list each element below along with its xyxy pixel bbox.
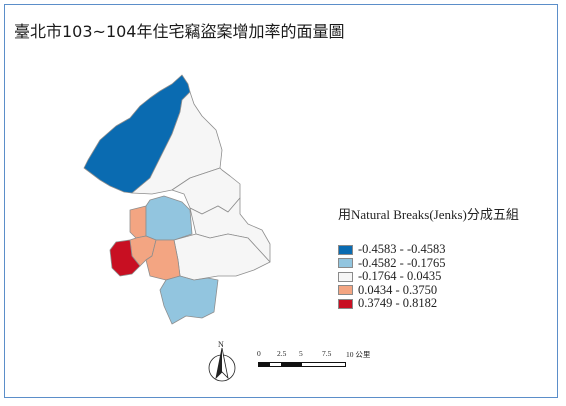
scale-bar bbox=[258, 362, 346, 367]
scale-tick-label: 2.5 bbox=[277, 349, 287, 358]
legend: -0.4583 - -0.4583 -0.4582 - -0.1765 -0.176… bbox=[338, 242, 446, 311]
scale-tick-label: 7.5 bbox=[322, 349, 332, 358]
legend-label: -0.4583 - -0.4583 bbox=[358, 242, 446, 257]
legend-swatch bbox=[338, 271, 353, 282]
map-region-west-district-upper bbox=[129, 205, 147, 239]
legend-item: 0.3749 - 0.8182 bbox=[338, 296, 446, 311]
legend-item: 0.0434 - 0.3750 bbox=[338, 282, 446, 298]
legend-label: -0.4582 - -0.1765 bbox=[358, 255, 446, 270]
legend-title: 用Natural Breaks(Jenks)分成五組 bbox=[338, 207, 519, 222]
map-title: 臺北市103~104年住宅竊盜案增加率的面量圖 bbox=[14, 22, 345, 41]
scale-tick-label: 10 公里 bbox=[346, 350, 371, 359]
legend-swatch bbox=[338, 285, 353, 296]
legend-item: -0.4582 - -0.1765 bbox=[338, 255, 446, 271]
map-region-southwest-district bbox=[109, 239, 141, 277]
map-region-central-blue-district bbox=[145, 195, 193, 241]
scale-tick-label: 5 bbox=[299, 349, 303, 358]
legend-swatch bbox=[338, 258, 353, 269]
legend-item: -0.4583 - -0.4583 bbox=[338, 242, 446, 257]
legend-swatch bbox=[338, 244, 353, 255]
legend-item: -0.1764 - 0.0435 bbox=[338, 269, 446, 284]
north-label: N bbox=[218, 340, 224, 349]
scale-tick-label: 0 bbox=[257, 349, 261, 358]
legend-label: -0.1764 - 0.0435 bbox=[358, 269, 442, 284]
map-frame bbox=[4, 4, 558, 398]
north-arrow-icon bbox=[208, 347, 236, 382]
legend-label: 0.0434 - 0.3750 bbox=[358, 282, 438, 297]
legend-label: 0.3749 - 0.8182 bbox=[358, 296, 438, 311]
legend-swatch bbox=[338, 298, 353, 309]
map-region-south-district bbox=[159, 275, 219, 325]
